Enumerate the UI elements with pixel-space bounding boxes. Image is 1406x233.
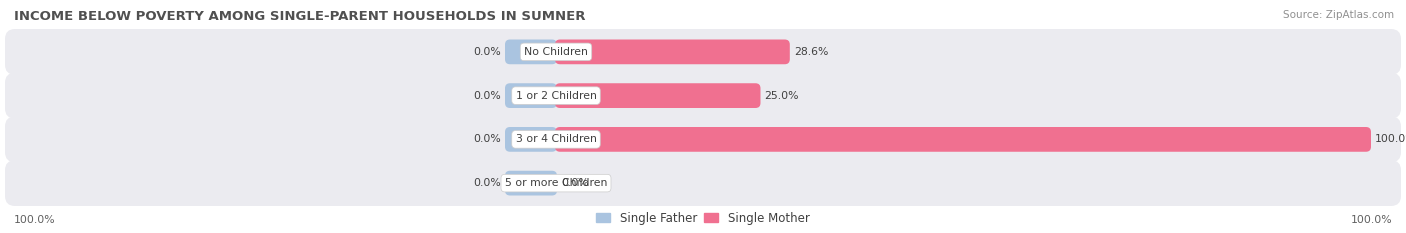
FancyBboxPatch shape (505, 127, 557, 152)
Text: 100.0%: 100.0% (14, 215, 56, 225)
Text: 0.0%: 0.0% (474, 178, 501, 188)
Text: 1 or 2 Children: 1 or 2 Children (516, 91, 596, 101)
FancyBboxPatch shape (555, 40, 790, 64)
Text: 0.0%: 0.0% (474, 47, 501, 57)
FancyBboxPatch shape (6, 160, 1400, 206)
Text: 100.0%: 100.0% (1375, 134, 1406, 144)
FancyBboxPatch shape (555, 127, 1371, 152)
Text: 0.0%: 0.0% (474, 134, 501, 144)
FancyBboxPatch shape (6, 29, 1400, 75)
Text: Source: ZipAtlas.com: Source: ZipAtlas.com (1282, 10, 1393, 20)
Text: 0.0%: 0.0% (561, 178, 589, 188)
Text: No Children: No Children (524, 47, 588, 57)
FancyBboxPatch shape (505, 171, 557, 195)
Text: 25.0%: 25.0% (765, 91, 799, 101)
Text: 3 or 4 Children: 3 or 4 Children (516, 134, 596, 144)
Text: 28.6%: 28.6% (794, 47, 828, 57)
Text: 100.0%: 100.0% (1350, 215, 1392, 225)
FancyBboxPatch shape (555, 83, 761, 108)
Text: 5 or more Children: 5 or more Children (505, 178, 607, 188)
Text: INCOME BELOW POVERTY AMONG SINGLE-PARENT HOUSEHOLDS IN SUMNER: INCOME BELOW POVERTY AMONG SINGLE-PARENT… (14, 10, 585, 23)
Text: 0.0%: 0.0% (474, 91, 501, 101)
FancyBboxPatch shape (505, 40, 557, 64)
FancyBboxPatch shape (6, 116, 1400, 162)
Legend: Single Father, Single Mother: Single Father, Single Mother (596, 212, 810, 225)
FancyBboxPatch shape (505, 83, 557, 108)
FancyBboxPatch shape (6, 73, 1400, 119)
